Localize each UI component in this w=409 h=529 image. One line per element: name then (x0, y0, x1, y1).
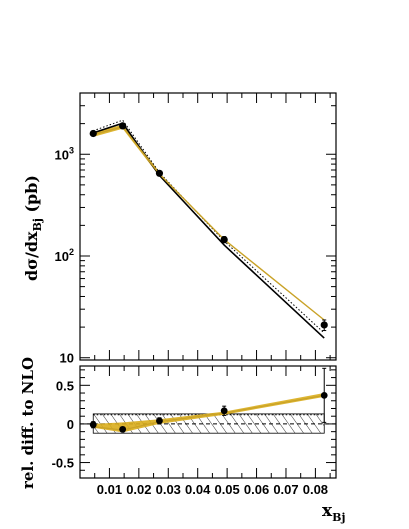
upper-y-tick-label-base: 10 (60, 351, 74, 366)
upper-y-tick-label: 103 (55, 145, 74, 162)
x-tick-label: 0.01 (97, 482, 122, 497)
x-label-main: x (322, 501, 333, 521)
upper-data-point (119, 122, 127, 130)
x-tick-label: 0.06 (244, 482, 269, 497)
x-tick-label: 0.08 (303, 482, 328, 497)
lower-plot-area (80, 367, 336, 433)
upper-y-tick-label-base: 10 (55, 147, 69, 162)
lower-y-axis-label: rel. diff. to NLO (19, 357, 37, 489)
lower-axes: 0.5 0 -0.5 0.01 0.02 0.03 0.04 0.05 0.06 0.07 0.08 (52, 366, 336, 497)
upper-data-point (155, 169, 164, 177)
x-tick-label: 0.07 (273, 482, 298, 497)
upper-data-point (320, 321, 328, 329)
upper-y-tick-label: 10 (60, 351, 74, 366)
x-axis-label: xBj (322, 501, 345, 524)
lower-y-tick-label: 0.5 (56, 378, 74, 393)
upper-data-point (89, 129, 97, 138)
lower-y-tick-label: 0 (67, 417, 74, 432)
lower-data-point (119, 425, 127, 433)
nlo-solid-line (92, 122, 325, 339)
x-label-subscript: Bj (332, 511, 345, 524)
x-tick-label: 0.02 (126, 482, 151, 497)
upper-y-axis-label: dσ/dxBj (pb) (22, 175, 44, 281)
lower-model-band (93, 393, 325, 433)
model-gold-line (93, 126, 325, 321)
lower-y-tick-label: -0.5 (52, 456, 74, 471)
upper-y-tick-label-base: 10 (55, 249, 69, 264)
lower-panel: 0.5 0 -0.5 0.01 0.02 0.03 0.04 0.05 0.06 0.07 0.08… (19, 357, 345, 524)
x-tick-label: 0.04 (185, 482, 211, 497)
lower-data-point (320, 391, 328, 399)
upper-plot-frame (79, 92, 337, 361)
lower-data-point (220, 407, 228, 415)
nlo-dotted-line (93, 119, 325, 334)
upper-y-tick-label-exponent: 2 (69, 247, 74, 257)
upper-y-label-main: dσ/dx (22, 231, 41, 281)
upper-y-label-unit: (pb) (22, 175, 41, 218)
upper-y-label-subscript: Bj (31, 218, 44, 231)
upper-y-tick-label-exponent: 3 (69, 145, 74, 155)
x-tick-label: 0.03 (156, 482, 181, 497)
lower-plot-frame (79, 365, 337, 479)
x-tick-label: 0.05 (214, 482, 239, 497)
upper-plot-area (89, 119, 328, 339)
upper-data-point (220, 235, 228, 244)
lower-data-point (89, 421, 97, 429)
upper-y-tick-label: 102 (55, 247, 74, 264)
lower-data-point (156, 417, 163, 425)
